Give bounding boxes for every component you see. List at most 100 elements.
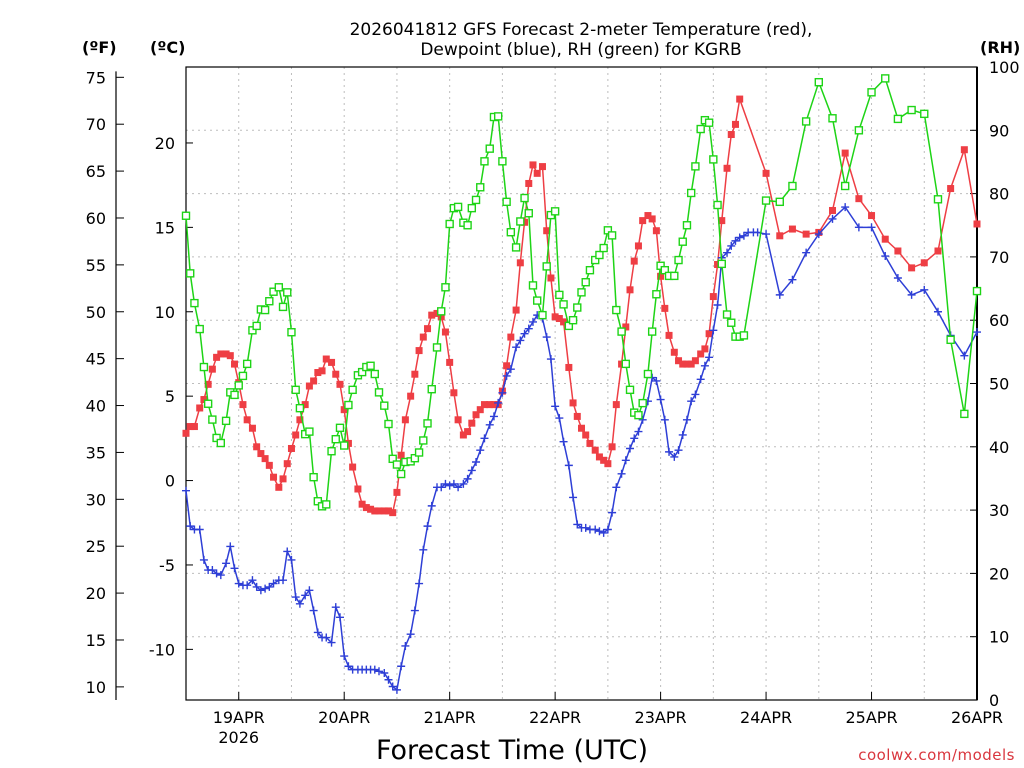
dewpoint-point: [375, 667, 384, 676]
2-meter-temperature-point: [802, 230, 810, 238]
2-meter-temperature-point: [257, 450, 265, 458]
dewpoint-point: [463, 474, 472, 483]
2-meter-temperature-point: [683, 360, 691, 368]
rh-tick-label: 20: [989, 564, 1009, 583]
2-meter-temperature-point: [415, 347, 423, 355]
2-meter-temperature-point: [283, 460, 291, 468]
2-meter-temperature-point: [328, 358, 336, 366]
x-tick-label: 21APR: [424, 708, 476, 727]
2-meter-temperature-point: [855, 195, 863, 203]
rh-point: [840, 181, 850, 191]
rh-point: [660, 265, 670, 275]
2-meter-temperature-point: [354, 485, 362, 493]
2-meter-temperature-point: [718, 217, 726, 225]
dewpoint-point: [327, 638, 336, 647]
tick-labels: 10 15 20 25 30 35 40 45 50 55 60 65 70 75 -10 -5 0 5 10 15 2…: [86, 58, 1020, 747]
2-meter-temperature-point: [644, 212, 652, 220]
2-meter-temperature-point: [340, 406, 348, 414]
dewpoint-point: [524, 324, 533, 333]
rh-point: [295, 403, 305, 413]
2-meter-temperature-point: [441, 328, 449, 336]
rh-series: [181, 74, 982, 511]
2-meter-temperature-point: [920, 259, 928, 267]
unit-label-fahrenheit: (ºF): [82, 38, 117, 57]
dewpoint-point: [933, 307, 942, 316]
dewpoint-point: [401, 641, 410, 650]
rh-point: [506, 228, 516, 237]
2-meter-temperature-point: [538, 163, 546, 171]
2-meter-temperature-point: [265, 461, 273, 469]
rh-point: [678, 237, 687, 246]
fahrenheit-tick-label: 65: [86, 162, 106, 181]
dewpoint-point: [595, 527, 604, 536]
rh-point: [775, 197, 784, 207]
2-meter-temperature-point: [397, 451, 405, 459]
2-meter-temperature-point: [196, 404, 204, 412]
rh-point: [907, 105, 916, 115]
rh-point: [722, 310, 732, 319]
rh-point: [647, 327, 657, 336]
dewpoint-point: [208, 566, 217, 575]
2-meter-temperature-point: [547, 274, 555, 282]
rh-point: [617, 327, 626, 336]
rh-point: [621, 359, 630, 369]
dewpoint-point: [802, 248, 811, 257]
rh-point: [427, 384, 436, 394]
rh-point: [814, 77, 823, 87]
dewpoint-point: [656, 395, 665, 404]
dewpoint-point: [788, 275, 797, 284]
rh-tick-label: 30: [989, 501, 1009, 520]
dewpoint-point: [960, 351, 969, 360]
celsius-tick-label: 15: [155, 218, 175, 237]
dewpoint-point: [630, 434, 639, 443]
2-meter-temperature-point: [533, 169, 541, 177]
2-meter-temperature-point: [279, 475, 287, 483]
rh-point: [305, 427, 314, 436]
rh-point: [453, 202, 463, 212]
2-meter-temperature-point: [648, 215, 656, 223]
x-tick-label: 19APR: [213, 708, 265, 727]
rh-point: [542, 262, 551, 271]
rh-point: [445, 219, 454, 229]
fahrenheit-tick-label: 35: [86, 443, 106, 462]
rh-point: [252, 321, 261, 331]
2-meter-temperature-point: [314, 369, 322, 377]
rh-point: [577, 288, 586, 297]
dewpoint-point: [907, 290, 916, 299]
dewpoint-point: [973, 328, 981, 337]
rh-point: [881, 74, 890, 83]
unit-label-rh: (RH): [980, 38, 1020, 57]
2-meter-temperature-point: [894, 247, 902, 255]
2-meter-temperature-point: [543, 227, 551, 235]
fahrenheit-tick-label: 15: [86, 631, 106, 650]
2-meter-temperature-point: [829, 206, 837, 214]
2-meter-temperature-point: [670, 348, 678, 356]
2-meter-temperature-point: [697, 350, 705, 358]
2-meter-temperature-point: [424, 325, 432, 333]
celsius-tick-label: 20: [155, 134, 175, 153]
2-meter-temperature-point: [318, 367, 326, 375]
rh-point: [384, 419, 393, 429]
dewpoint-point: [287, 555, 296, 564]
2-meter-temperature-point: [714, 260, 722, 268]
dewpoint-point: [388, 682, 397, 691]
dewpoint-point: [222, 559, 231, 568]
dewpoint-point: [731, 236, 740, 245]
rh-point: [463, 221, 472, 230]
2-meter-temperature-point: [604, 460, 612, 468]
2-meter-temperature-point: [630, 257, 638, 265]
2-meter-temperature-point: [516, 259, 524, 267]
dewpoint-point: [256, 586, 265, 595]
dewpoint-point: [691, 390, 700, 399]
2-meter-temperature-point: [652, 227, 660, 235]
2-meter-temperature-point: [565, 363, 573, 371]
dewpoint-point: [841, 203, 850, 212]
2-meter-temperature-point: [701, 345, 709, 353]
2-meter-temperature-line: [185, 96, 978, 514]
rh-point: [612, 305, 621, 315]
rh-point: [208, 415, 217, 424]
rh-point: [480, 157, 489, 166]
2-meter-temperature-point: [208, 365, 216, 373]
dewpoint-point: [682, 415, 691, 424]
2-meter-temperature-point: [841, 149, 849, 157]
